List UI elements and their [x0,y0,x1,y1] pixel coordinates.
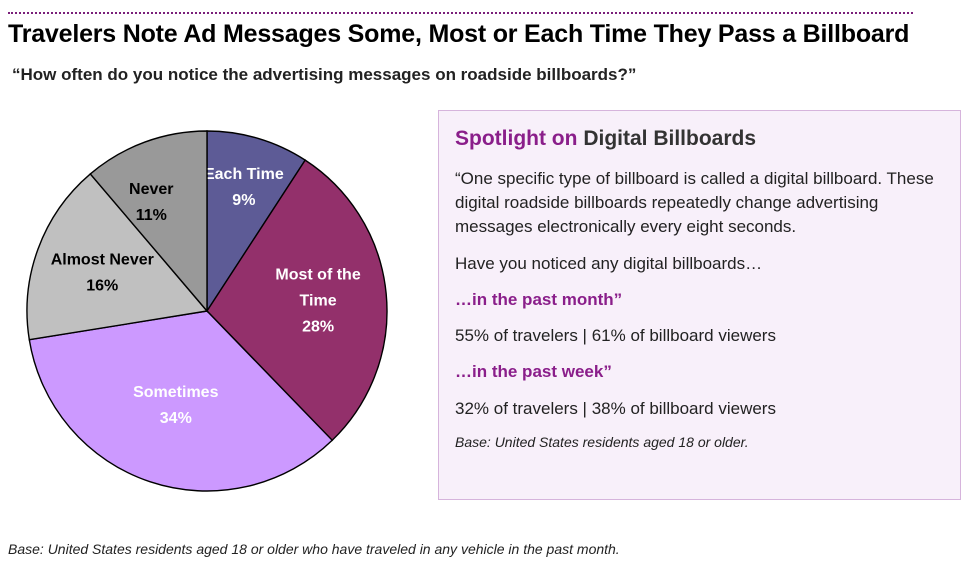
spotlight-question: Have you noticed any digital billboards… [455,254,763,273]
spotlight-base-note: Base: United States residents aged 18 or… [455,434,749,450]
spotlight-heading: Spotlight on Digital Billboards [455,127,756,151]
pie-label-almost-never: Almost Never 16% [51,251,154,294]
pie-label-most-of-the-time: Most of the Time 28% [275,266,360,335]
footer-base-note: Base: United States residents aged 18 or… [8,541,620,557]
pie-slice-most-of-the-time [206,159,388,442]
pie-slice-sometimes [28,310,334,492]
past-month-heading: …in the past month” [455,290,623,309]
top-dotted-rule [8,12,913,14]
pie-slice-each-time [206,130,307,314]
spotlight-panel: Spotlight on Digital Billboards “One spe… [438,110,961,500]
spotlight-heading-topic: Digital Billboards [583,127,756,150]
past-week-heading: …in the past week” [455,362,612,381]
survey-question: “How often do you notice the advertising… [12,65,637,84]
pie-label-never: Never 11% [129,181,173,224]
spotlight-quote: “One specific type of billboard is calle… [455,169,934,236]
pie-label-each-time: Each Time 9% [204,166,284,209]
spotlight-heading-accent: Spotlight on [455,127,578,150]
pie-slice-almost-never [26,172,209,341]
pie-chart: Each Time 9% Most of the Time 28% Sometimes 34… [26,130,388,492]
pie-slice-never [89,130,208,313]
page-title: Travelers Note Ad Messages Some, Most or… [8,20,910,48]
past-week-stats: 32% of travelers | 38% of billboard view… [455,399,776,418]
past-month-stats: 55% of travelers | 61% of billboard view… [455,326,776,345]
pie-label-sometimes: Sometimes 34% [133,384,218,427]
